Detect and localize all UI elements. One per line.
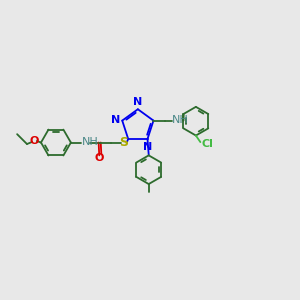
Text: N: N (133, 97, 142, 107)
Text: N: N (111, 115, 120, 125)
Text: Cl: Cl (201, 140, 213, 149)
Text: O: O (29, 136, 39, 146)
Text: NH: NH (172, 115, 189, 125)
Text: O: O (94, 153, 104, 163)
Text: N: N (143, 142, 153, 152)
Text: NH: NH (82, 137, 99, 147)
Text: S: S (119, 136, 128, 149)
